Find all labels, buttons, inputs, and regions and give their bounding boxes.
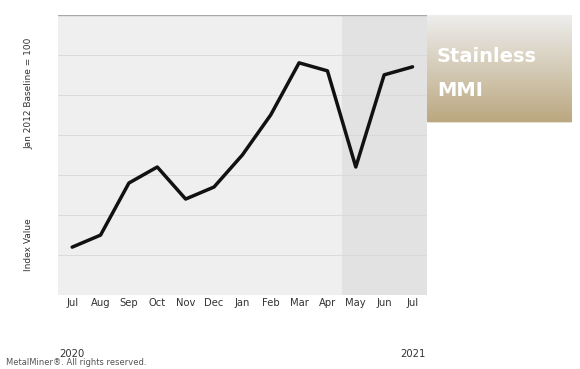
Text: 2021: 2021	[400, 349, 425, 359]
Text: Index Value: Index Value	[24, 218, 33, 271]
Text: Jan 2012 Baseline = 100: Jan 2012 Baseline = 100	[24, 38, 33, 149]
Text: MetalMiner®. All rights reserved.: MetalMiner®. All rights reserved.	[6, 358, 146, 367]
Text: June to
July
Up 2.1%: June to July Up 2.1%	[465, 162, 517, 213]
Text: MMI: MMI	[437, 81, 483, 100]
Bar	[342, 15, 427, 295]
Text: 2020: 2020	[60, 349, 85, 359]
Text: Stainless: Stainless	[437, 47, 537, 66]
